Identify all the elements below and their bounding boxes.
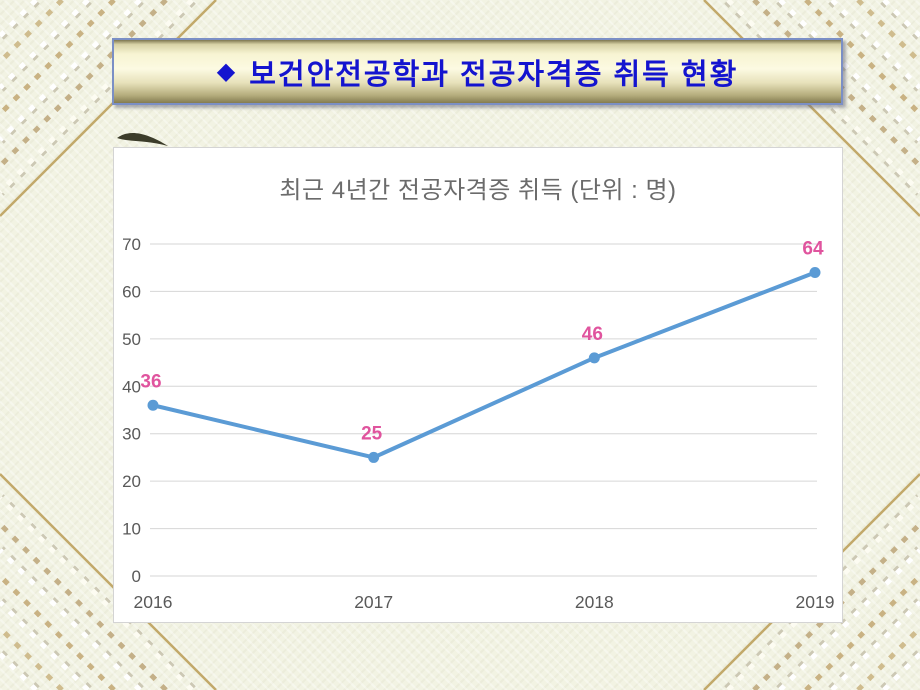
y-tick-label: 50 xyxy=(122,330,141,349)
chart-panel: 최근 4년간 전공자격증 취득 (단위 : 명) 0 10 20 30 40 50 60 70… xyxy=(113,147,843,623)
x-tick-label: 2019 xyxy=(796,592,835,612)
y-tick-label: 70 xyxy=(122,235,141,254)
slide-title: 보건안전공학과 전공자격증 취득 현황 xyxy=(249,58,739,91)
chart-title: 최근 4년간 전공자격증 취득 (단위 : 명) xyxy=(279,177,677,204)
data-point-label: 64 xyxy=(802,238,824,259)
data-point-marker xyxy=(147,399,159,411)
data-line xyxy=(151,270,817,460)
y-tick-label: 60 xyxy=(122,282,141,301)
x-tick-label: 2016 xyxy=(134,592,173,612)
data-point-label: 25 xyxy=(361,423,383,444)
data-point-marker xyxy=(368,451,380,463)
slide-title-banner: ◆ 보건안전공학과 전공자격증 취득 현황 xyxy=(112,38,843,105)
x-tick-label: 2017 xyxy=(354,592,393,612)
y-tick-label: 0 xyxy=(132,567,141,586)
data-point-marker xyxy=(588,352,600,364)
y-tick-label: 10 xyxy=(122,520,141,539)
y-tick-label: 30 xyxy=(122,425,141,444)
swoosh-decoration-icon xyxy=(117,133,168,146)
line-chart: 0 10 20 30 40 50 60 70 2016 2017 2018 2019 36 25 46 64 xyxy=(122,235,835,612)
y-tick-label: 40 xyxy=(122,377,141,396)
data-point-marker xyxy=(809,266,821,278)
y-tick-label: 20 xyxy=(122,472,141,491)
data-point-label: 36 xyxy=(140,371,161,392)
x-tick-label: 2018 xyxy=(575,592,614,612)
diamond-bullet-icon: ◆ xyxy=(216,57,236,85)
data-point-label: 46 xyxy=(582,324,603,345)
